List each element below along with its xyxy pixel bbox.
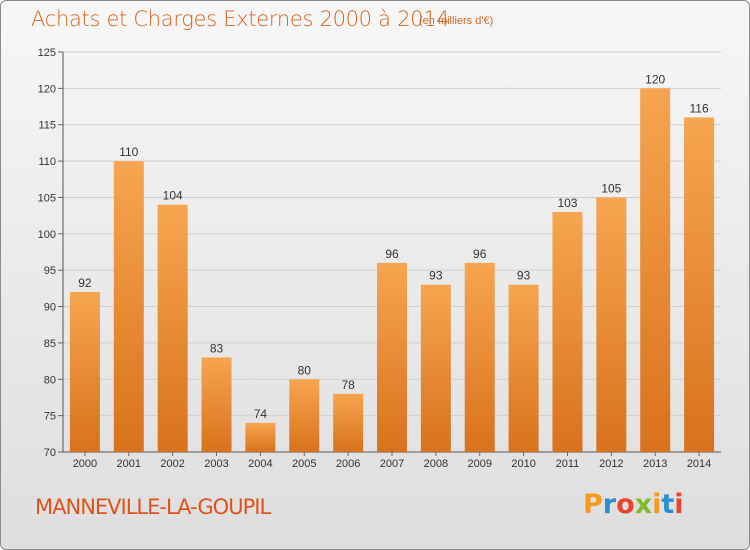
commune-name: MANNEVILLE-LA-GOUPIL (35, 495, 271, 519)
value-label-2004: 74 (254, 407, 268, 421)
x-tick-label: 2008 (424, 458, 448, 470)
logo-letter: i (652, 489, 662, 520)
x-tick-label: 2000 (73, 458, 97, 470)
value-label-2000: 92 (78, 276, 92, 290)
y-tick-label: 105 (38, 192, 56, 204)
x-tick-label: 2004 (248, 458, 272, 470)
value-label-2012: 105 (601, 181, 621, 195)
y-tick-label: 75 (44, 411, 56, 423)
logo-letter: t (661, 489, 675, 520)
chart-subtitle: (en milliers d'€) (419, 15, 494, 27)
proxiti-logo: Proxiti (583, 489, 684, 520)
logo-letter: o (616, 489, 635, 520)
bar-2003 (201, 357, 232, 452)
value-label-2008: 93 (429, 269, 443, 283)
bar-2011 (552, 212, 583, 452)
logo-letter: P (583, 489, 603, 520)
y-tick-label: 95 (44, 265, 56, 277)
y-tick-label: 100 (38, 229, 56, 241)
logo-letter: r (602, 489, 617, 520)
bar-2002 (157, 204, 188, 452)
chart-title: Achats et Charges Externes 2000 à 2014 (31, 7, 450, 31)
bar-2008 (420, 284, 451, 452)
bar-2007 (377, 262, 407, 452)
x-tick-label: 2003 (204, 458, 228, 470)
y-tick-label: 80 (44, 374, 56, 386)
value-label-2006: 78 (341, 378, 355, 392)
value-label-2001: 110 (119, 145, 138, 159)
value-label-2005: 80 (298, 363, 312, 377)
y-tick-label: 110 (38, 156, 56, 168)
y-tick-label: 125 (38, 47, 56, 59)
bar-2004 (245, 422, 276, 452)
x-tick-label: 2013 (643, 458, 667, 470)
x-tick-label: 2011 (556, 458, 580, 470)
bar-chart: 70 75 80 85 90 95 100 105 110 115 120 125 2000 92 200… (38, 47, 721, 470)
bar-2001 (113, 161, 144, 452)
x-tick-label: 2002 (160, 458, 184, 470)
value-label-2011: 103 (557, 196, 577, 210)
logo-letter: i (674, 489, 684, 520)
y-tick-label: 90 (44, 302, 56, 314)
y-tick-label: 70 (44, 447, 56, 459)
bar-2010 (508, 284, 539, 452)
value-label-2002: 104 (163, 189, 183, 203)
value-label-2009: 96 (473, 247, 487, 261)
value-label-2007: 96 (385, 247, 399, 261)
x-tick-label: 2009 (467, 458, 491, 470)
bar-2005 (289, 379, 320, 452)
value-label-2013: 120 (645, 72, 665, 86)
x-tick-label: 2006 (336, 458, 360, 470)
bar-2009 (464, 262, 495, 452)
x-tick-label: 2010 (511, 458, 535, 470)
value-label-2010: 93 (517, 269, 531, 283)
bar-2006 (333, 393, 364, 452)
bar-2013 (640, 88, 671, 452)
logo-letter: x (634, 489, 653, 520)
y-tick-label: 85 (44, 338, 56, 350)
x-tick-label: 2007 (380, 458, 404, 470)
bar-2012 (596, 197, 627, 452)
value-label-2003: 83 (210, 341, 224, 355)
y-tick-label: 115 (38, 120, 56, 132)
bar-2000 (69, 292, 100, 452)
bar-2014 (684, 117, 715, 453)
x-tick-label: 2012 (599, 458, 623, 470)
x-tick-label: 2001 (117, 458, 141, 470)
y-tick-label: 120 (38, 83, 56, 95)
x-tick-label: 2005 (292, 458, 316, 470)
value-label-2014: 116 (689, 101, 708, 115)
x-tick-label: 2014 (687, 458, 711, 470)
